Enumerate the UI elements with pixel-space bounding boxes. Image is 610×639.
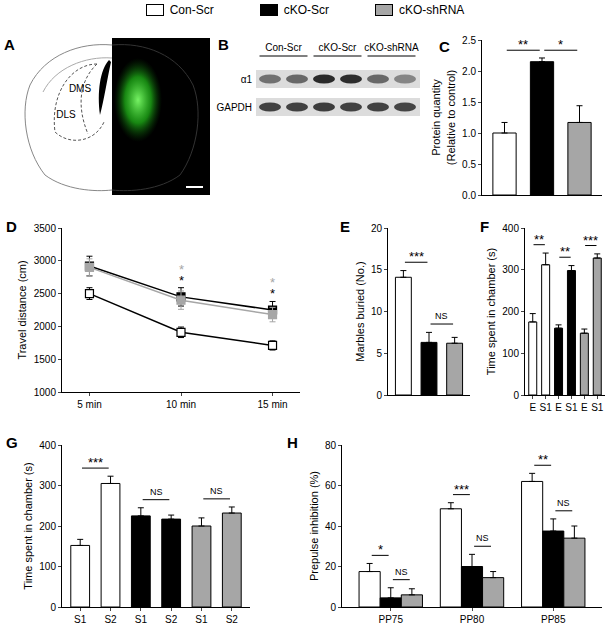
svg-text:E: E [581,402,588,413]
svg-text:NS: NS [435,311,448,321]
svg-text:B: B [218,36,229,53]
svg-text:C: C [439,38,450,55]
svg-text:2500: 2500 [34,288,57,299]
svg-text:20: 20 [371,223,383,234]
svg-text:*: * [558,37,563,52]
svg-text:40: 40 [325,521,337,532]
svg-text:15: 15 [371,264,383,275]
svg-text:PP85: PP85 [541,614,566,625]
svg-text:0.5: 0.5 [462,159,476,170]
svg-text:2.0: 2.0 [462,66,476,77]
svg-text:**: ** [534,232,544,247]
svg-text:1.0: 1.0 [462,128,476,139]
svg-text:H: H [287,434,298,451]
svg-text:Time spent in chamber (s): Time spent in chamber (s) [485,248,497,375]
svg-text:100: 100 [502,348,519,359]
svg-text:0.0: 0.0 [462,190,476,201]
svg-text:GAPDH: GAPDH [216,102,252,113]
svg-text:PP75: PP75 [379,614,404,625]
svg-text:200: 200 [502,306,519,317]
svg-text:S1: S1 [540,402,553,413]
svg-text:1.5: 1.5 [462,97,476,108]
svg-text:G: G [6,434,18,451]
html-text:cKO-shRNA: cKO-shRNA [399,3,465,17]
svg-text:Time spent in chamber (s): Time spent in chamber (s) [22,462,34,589]
svg-text:NS: NS [395,567,408,577]
svg-text:Prepulse inhibition (%): Prepulse inhibition (%) [308,471,320,581]
svg-text:S1: S1 [591,402,604,413]
svg-text:NS: NS [210,486,223,496]
svg-text:400: 400 [39,440,56,451]
svg-text:α1: α1 [241,74,253,85]
svg-text:***: *** [88,455,103,470]
svg-text:NS: NS [476,533,489,543]
svg-text:Marbles buried (No.): Marbles buried (No.) [354,261,366,361]
svg-text:DMS: DMS [69,83,92,94]
svg-text:400: 400 [502,223,519,234]
svg-text:Protein quantity(Relative to c: Protein quantity(Relative to control) [430,70,456,165]
html-text:Con-Scr: Con-Scr [169,3,214,17]
svg-text:0: 0 [50,602,56,613]
svg-text:E: E [340,218,350,235]
svg-text:DLS: DLS [56,109,76,120]
svg-text:20: 20 [325,561,337,572]
svg-text:2000: 2000 [34,321,57,332]
svg-text:cKO-shRNA: cKO-shRNA [364,42,419,53]
svg-text:*: * [378,542,383,557]
svg-text:***: *** [454,482,469,497]
svg-text:10: 10 [371,306,383,317]
svg-text:100: 100 [39,561,56,572]
svg-text:S1: S1 [74,614,87,625]
svg-text:60: 60 [325,480,337,491]
svg-text:F: F [480,218,489,235]
svg-text:S1: S1 [135,614,148,625]
svg-text:E: E [555,402,562,413]
svg-text:10 min: 10 min [166,399,196,410]
svg-text:NS: NS [557,498,570,508]
svg-text:1000: 1000 [34,387,57,398]
svg-text:**: ** [560,244,570,259]
svg-text:Travel distance (cm): Travel distance (cm) [16,260,28,359]
svg-text:15 min: 15 min [258,399,288,410]
svg-text:S2: S2 [226,614,239,625]
svg-text:NS: NS [150,487,163,497]
svg-text:A: A [4,36,15,53]
svg-text:*: * [179,273,184,288]
svg-text:cKO-Scr: cKO-Scr [319,42,357,53]
svg-text:3000: 3000 [34,255,57,266]
svg-text:80: 80 [325,440,337,451]
svg-text:E: E [529,402,536,413]
svg-text:D: D [6,218,17,235]
svg-text:200: 200 [39,521,56,532]
html-text:cKO-Scr: cKO-Scr [283,3,329,17]
svg-text:0: 0 [513,390,519,401]
svg-text:5 min: 5 min [77,399,101,410]
svg-text:*: * [179,262,184,277]
svg-text:5: 5 [376,348,382,359]
svg-text:2.5: 2.5 [462,35,476,46]
svg-text:S1: S1 [195,614,208,625]
svg-text:0: 0 [330,602,336,613]
svg-text:S2: S2 [104,614,117,625]
svg-text:1500: 1500 [34,354,57,365]
svg-text:PP80: PP80 [460,614,485,625]
svg-text:3500: 3500 [34,223,57,234]
svg-text:**: ** [538,452,548,467]
svg-text:**: ** [518,37,528,52]
svg-text:Con-Scr: Con-Scr [265,42,302,53]
svg-text:*: * [270,275,275,290]
svg-text:300: 300 [502,264,519,275]
svg-text:S2: S2 [165,614,178,625]
svg-text:*: * [270,286,275,301]
svg-text:***: *** [583,233,598,248]
svg-text:S1: S1 [565,402,578,413]
svg-text:300: 300 [39,480,56,491]
svg-text:0: 0 [376,390,382,401]
svg-text:***: *** [409,249,424,264]
